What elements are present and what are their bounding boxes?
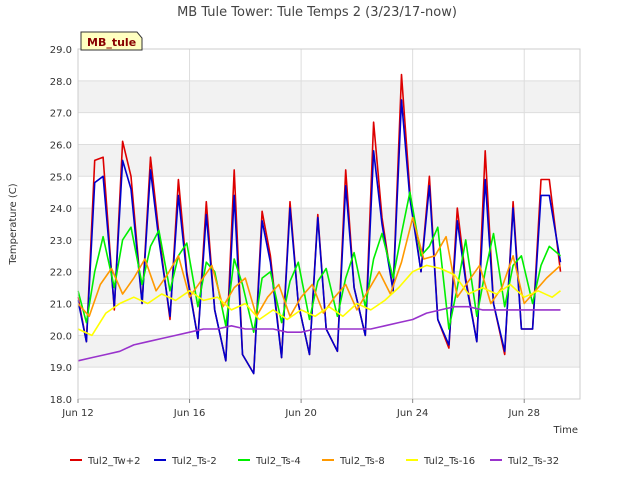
y-tick-label: 21.0 xyxy=(50,300,72,311)
legend-label: Tul2_Ts-16 xyxy=(423,456,475,467)
background-bands xyxy=(78,80,580,368)
x-tick-label: Jun 12 xyxy=(61,408,94,419)
site-label-box: MB_tule xyxy=(80,31,143,51)
series-line-tul2-ts-2 xyxy=(77,99,562,375)
band xyxy=(78,80,580,113)
y-tick-label: 25.0 xyxy=(50,172,72,183)
band xyxy=(78,144,580,177)
legend: Tul2_Tw+2 Tul2_Ts-2 Tul2_Ts-4 Tul2_Ts-8 Tul2… xyxy=(70,456,559,467)
y-tick-label: 24.0 xyxy=(50,204,72,215)
series-line-tul2-ts-16 xyxy=(77,264,561,337)
band xyxy=(78,208,580,240)
y-axis-label: Temperature (C) xyxy=(8,183,19,265)
x-axis-ticks: Jun 12 Jun 16 Jun 20 Jun 24 Jun 28 xyxy=(61,399,540,419)
y-tick-label: 29.0 xyxy=(50,45,72,56)
band xyxy=(78,335,580,368)
legend-label: Tul2_Ts-4 xyxy=(255,456,301,467)
chart-title: MB Tule Tower: Tule Temps 2 (3/23/17-now… xyxy=(177,5,457,20)
y-tick-label: 22.0 xyxy=(50,268,72,279)
y-axis-ticks: 18.0 19.0 20.0 21.0 22.0 23.0 24.0 25.0 26.0 27.0… xyxy=(50,45,72,406)
legend-label: Tul2_Ts-8 xyxy=(339,456,385,467)
x-tick-label: Jun 16 xyxy=(173,408,206,419)
y-tick-label: 19.0 xyxy=(50,363,72,374)
y-tick-label: 18.0 xyxy=(50,395,72,406)
series-lines xyxy=(77,73,562,375)
series-line-tul2-ts-8 xyxy=(77,216,562,318)
legend-label: Tul2_Ts-32 xyxy=(507,456,559,467)
x-axis-label: Time xyxy=(553,425,578,436)
site-label: MB_tule xyxy=(87,36,136,49)
y-tick-label: 26.0 xyxy=(50,140,72,151)
series-line-tul2-ts-32 xyxy=(77,305,561,362)
legend-label: Tul2_Tw+2 xyxy=(87,456,140,467)
y-tick-label: 20.0 xyxy=(50,331,72,342)
series-line-tul2-ts-4 xyxy=(77,191,562,334)
x-tick-label: Jun 28 xyxy=(507,408,540,419)
x-tick-label: Jun 20 xyxy=(284,408,317,419)
y-tick-label: 28.0 xyxy=(50,77,72,88)
legend-label: Tul2_Ts-2 xyxy=(171,456,217,467)
plot-frame xyxy=(77,48,581,400)
y-tick-label: 23.0 xyxy=(50,236,72,247)
x-tick-label: Jun 24 xyxy=(396,408,429,419)
y-tick-label: 27.0 xyxy=(50,109,72,120)
